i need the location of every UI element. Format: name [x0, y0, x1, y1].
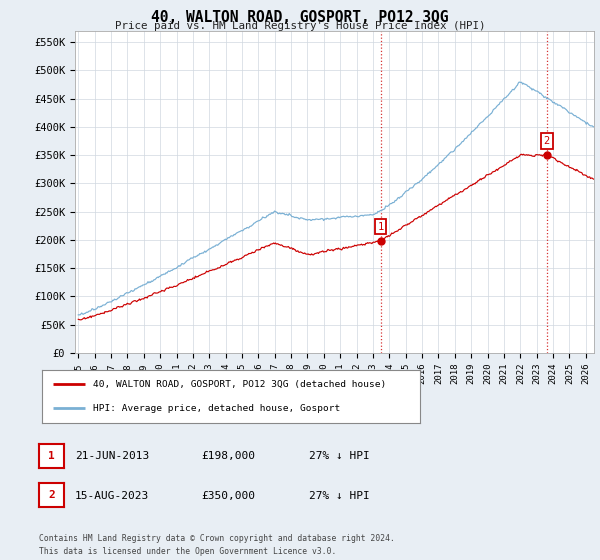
- Text: £198,000: £198,000: [201, 451, 255, 461]
- Text: 40, WALTON ROAD, GOSPORT, PO12 3QG (detached house): 40, WALTON ROAD, GOSPORT, PO12 3QG (deta…: [93, 380, 386, 389]
- Text: 27% ↓ HPI: 27% ↓ HPI: [309, 491, 370, 501]
- Text: 15-AUG-2023: 15-AUG-2023: [75, 491, 149, 501]
- Text: 1: 1: [377, 222, 384, 232]
- Text: 1: 1: [48, 451, 55, 461]
- Text: HPI: Average price, detached house, Gosport: HPI: Average price, detached house, Gosp…: [93, 404, 340, 413]
- Text: 2: 2: [48, 490, 55, 500]
- Text: £350,000: £350,000: [201, 491, 255, 501]
- Text: 21-JUN-2013: 21-JUN-2013: [75, 451, 149, 461]
- Text: 2: 2: [544, 136, 550, 146]
- Text: 27% ↓ HPI: 27% ↓ HPI: [309, 451, 370, 461]
- Text: Contains HM Land Registry data © Crown copyright and database right 2024.
This d: Contains HM Land Registry data © Crown c…: [39, 534, 395, 556]
- Text: Price paid vs. HM Land Registry's House Price Index (HPI): Price paid vs. HM Land Registry's House …: [115, 21, 485, 31]
- Text: 40, WALTON ROAD, GOSPORT, PO12 3QG: 40, WALTON ROAD, GOSPORT, PO12 3QG: [151, 10, 449, 25]
